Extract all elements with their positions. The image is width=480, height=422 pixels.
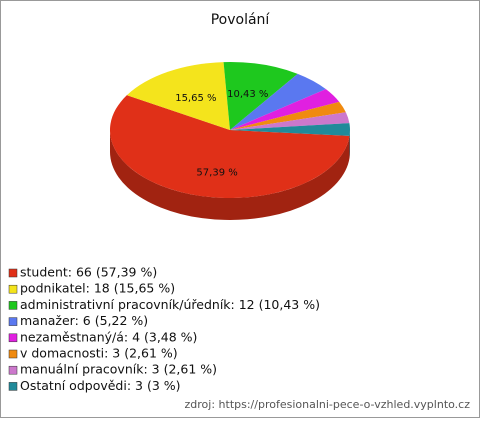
value-label: 10,43 % [227, 89, 268, 100]
legend-label: Ostatní odpovědi: 3 (3 %) [20, 378, 181, 393]
legend-label: podnikatel: 18 (15,65 %) [20, 281, 175, 296]
chart-title: Povolání [211, 12, 271, 28]
legend-swatch [9, 269, 17, 277]
legend-swatch [9, 285, 17, 293]
legend-swatch [9, 366, 17, 374]
value-label: 15,65 % [175, 93, 216, 104]
legend-swatch [9, 350, 17, 358]
legend-label: manažer: 6 (5,22 %) [20, 313, 148, 328]
value-label: 57,39 % [196, 168, 237, 179]
legend-swatch [9, 301, 17, 309]
source: zdroj: https://profesionalni-pece-o-vzhl… [185, 398, 471, 411]
legend-label: nezaměstnaný/á: 4 (3,48 %) [20, 329, 197, 344]
legend-label: student: 66 (57,39 %) [20, 265, 157, 280]
legend-label: administrativní pracovník/úředník: 12 (1… [20, 297, 320, 312]
legend-label: manuální pracovník: 3 (2,61 %) [20, 362, 217, 377]
legend-swatch [9, 382, 17, 390]
legend-label: v domacnosti: 3 (2,61 %) [20, 346, 178, 361]
legend-swatch [9, 318, 17, 326]
legend-swatch [9, 334, 17, 342]
